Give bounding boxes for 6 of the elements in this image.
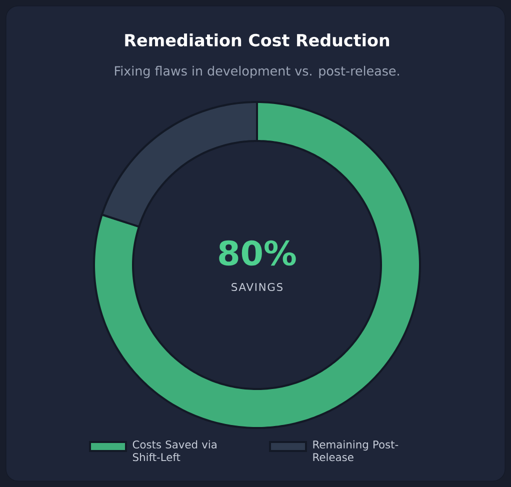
text: SAVINGS [232, 282, 282, 292]
text: 80% [219, 240, 296, 266]
chart-title: Remediation Cost Reduction [125, 34, 390, 46]
legend-label: Remaining Post-Release [313, 440, 398, 462]
chart-subtitle: Fixing flaws in development vs. post-release. [114, 66, 399, 78]
legend-label: Costs Saved via Shift-Left [132, 440, 216, 462]
